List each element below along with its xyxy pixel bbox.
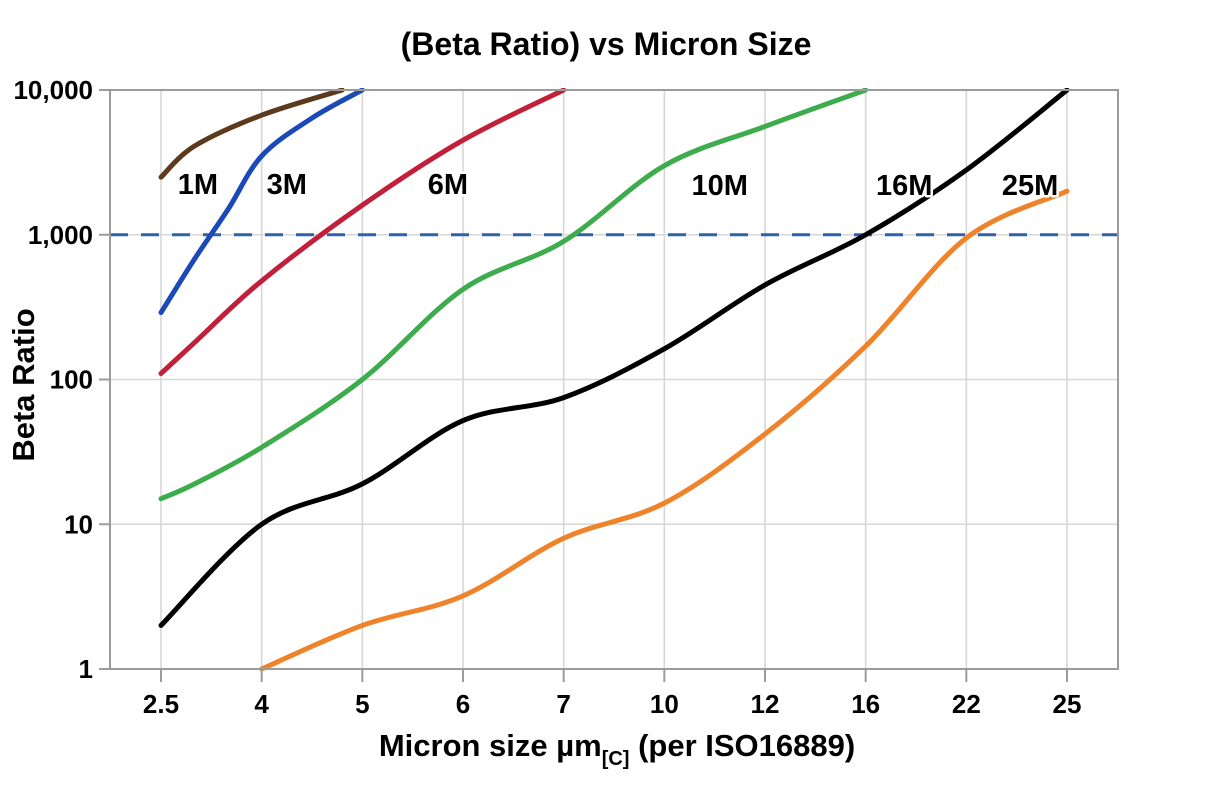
x-tick-label: 6: [456, 689, 470, 719]
x-tick-label: 16: [851, 689, 880, 719]
curve-1M: [158, 88, 345, 180]
x-tick-label: 10: [650, 689, 679, 719]
series-labels: 1M 3M 6M 10M 16M 25M: [175, 166, 1061, 204]
axes: [99, 89, 1119, 682]
x-tick-label: 4: [254, 689, 269, 719]
y-axis-title: Beta Ratio: [6, 308, 41, 461]
curve-3M: [158, 88, 365, 316]
series-label-6M: 6M: [428, 169, 468, 201]
x-tick-label: 25: [1053, 689, 1082, 719]
x-axis-title: Micron size µm[C] (per ISO16889): [379, 728, 855, 770]
series-label-25M: 25M: [1002, 170, 1058, 202]
tick-labels: 2.5 4 5 6 7 10 12 16 22 25 1 10 100 1,000 10,000: [13, 75, 1081, 719]
x-tick-label: 2.5: [143, 689, 179, 719]
curve-6M: [158, 88, 567, 377]
series-curves: [158, 88, 1070, 671]
curve-16M: [158, 88, 1070, 628]
x-tick-label: 7: [556, 689, 570, 719]
series-label-1M: 1M: [178, 169, 218, 201]
y-tick-label: 100: [50, 365, 93, 395]
x-axis-title-rest: (per ISO16889): [629, 728, 855, 763]
series-label-3M: 3M: [267, 169, 307, 201]
curve-25M: [259, 188, 1070, 671]
chart-title: (Beta Ratio) vs Micron Size: [401, 26, 812, 62]
x-axis-title-subscript: [C]: [602, 748, 630, 770]
gridlines: [110, 90, 1118, 669]
x-axis-title-main: Micron size µm: [379, 728, 602, 763]
y-tick-label: 10,000: [13, 75, 93, 105]
y-tick-label: 1: [79, 654, 93, 684]
x-tick-label: 22: [952, 689, 981, 719]
series-label-16M: 16M: [876, 170, 932, 202]
y-tick-label: 10: [64, 509, 93, 539]
series-label-10M: 10M: [691, 170, 747, 202]
x-tick-label: 5: [355, 689, 369, 719]
y-tick-label: 1,000: [28, 220, 93, 250]
curve-10M: [158, 88, 869, 502]
x-tick-label: 12: [751, 689, 780, 719]
